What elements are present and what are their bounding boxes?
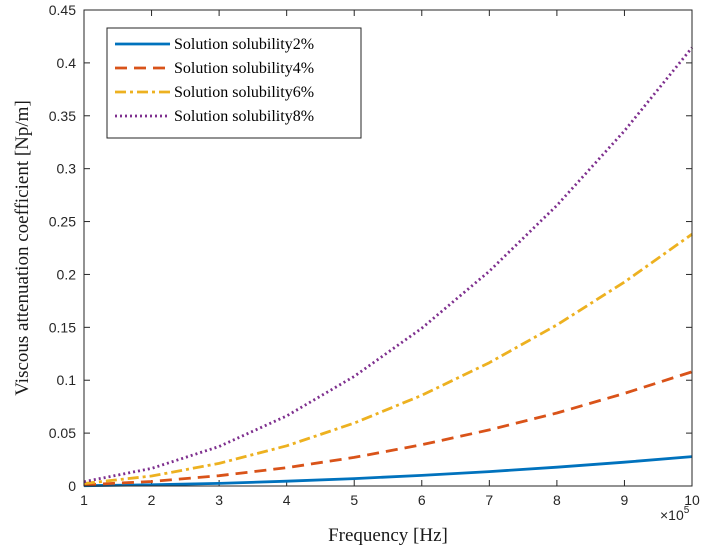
x-axis-title: Frequency [Hz]	[328, 525, 448, 546]
y-tick-label: 0	[68, 478, 76, 494]
y-tick-label: 0.25	[49, 214, 76, 230]
x-exponent-power: 5	[684, 505, 690, 516]
x-tick-label: 2	[148, 492, 156, 508]
x-tick-label: 3	[215, 492, 223, 508]
y-tick-label: 0.15	[49, 319, 76, 335]
y-axis-title: Viscous attenuation coefficient [Np/m]	[12, 100, 33, 396]
y-tick-label: 0.1	[57, 372, 77, 388]
series-lines	[83, 46, 694, 488]
y-tick-label: 0.4	[57, 55, 77, 71]
x-tick-label: 7	[485, 492, 493, 508]
plot-frame	[83, 9, 693, 487]
x-exponent-label: ×105	[660, 505, 690, 523]
legend-label-1: Solution solubility2%	[174, 36, 314, 53]
x-tick-label: 9	[621, 492, 629, 508]
legend-label-4: Solution solubility8%	[174, 108, 314, 125]
x-tick-label: 10	[684, 492, 700, 508]
x-tick-label: 8	[553, 492, 561, 508]
x-tick-label: 6	[418, 492, 426, 508]
y-tick-label: 0.35	[49, 108, 76, 124]
series-line-3	[83, 233, 693, 485]
y-tick-label: 0.05	[49, 425, 76, 441]
legend-items: Solution solubility2% Solution solubility…	[115, 36, 314, 125]
ticks-layer: 1 2 3 4 5 6 7 8 9 10 0 0.05 0.1 0.15 0.2 0.25 0.3 0.35 0.4…	[49, 2, 700, 508]
series-line-1	[83, 455, 693, 488]
legend-label-3: Solution solubility6%	[174, 84, 314, 101]
y-tick-label: 0.45	[49, 2, 76, 18]
x-tick-label: 5	[350, 492, 358, 508]
y-tick-label: 0.2	[57, 266, 77, 282]
legend-label-2: Solution solubility4%	[174, 60, 314, 77]
legend-box	[106, 27, 362, 139]
x-tick-label: 1	[80, 492, 88, 508]
y-tick-label: 0.3	[57, 161, 77, 177]
legend: Solution solubility2% Solution solubility…	[106, 27, 362, 139]
x-exponent-base: ×10	[660, 507, 684, 523]
x-tick-label: 4	[283, 492, 291, 508]
series-line-2	[83, 370, 693, 487]
